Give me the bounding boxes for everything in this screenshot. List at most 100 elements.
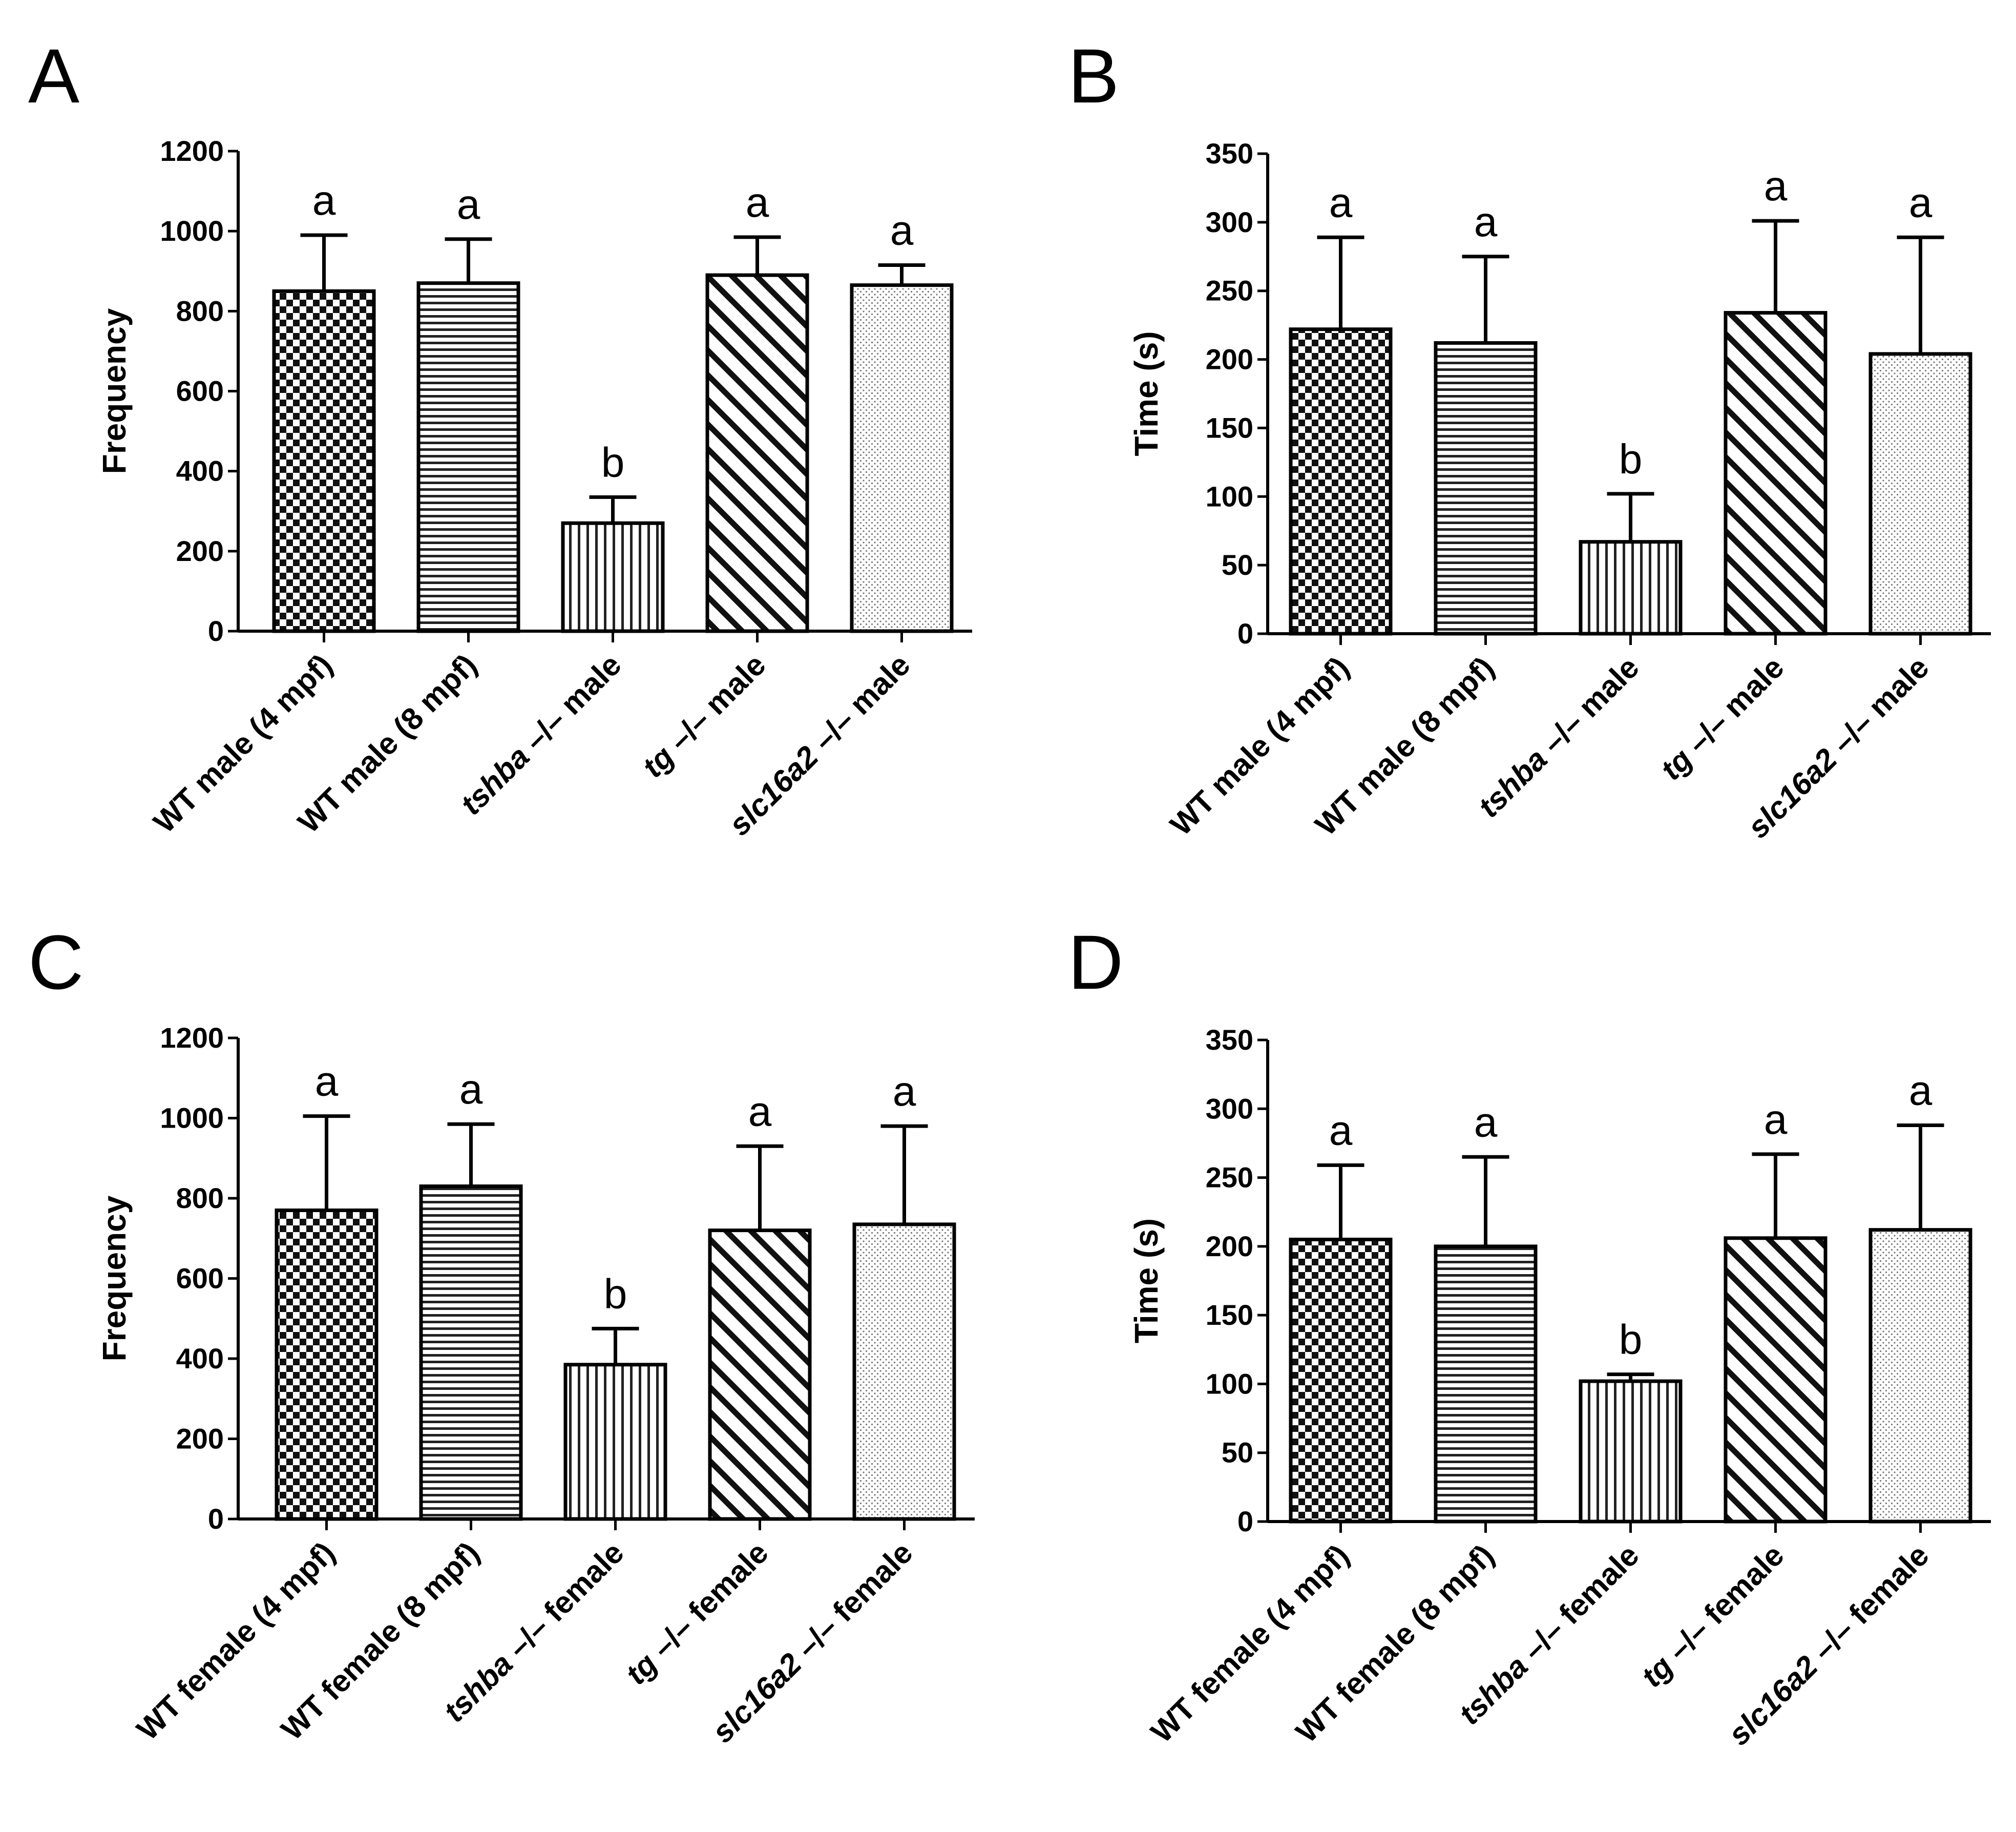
bar — [1868, 352, 1972, 636]
category-label-gene: slc16a2 — [705, 1647, 808, 1750]
significance-letter: a — [746, 179, 769, 226]
y-tick-label: 150 — [1206, 1299, 1253, 1331]
bar — [561, 521, 665, 633]
category-label-gene: slc16a2 — [1741, 742, 1844, 845]
bar — [1289, 327, 1393, 636]
category-label-suffix: –/– male — [512, 648, 628, 764]
significance-letter: a — [1909, 1068, 1933, 1114]
bar — [705, 273, 809, 633]
category-label: tg –/– female — [1634, 1538, 1790, 1694]
bar — [1724, 1236, 1828, 1524]
bar — [563, 1363, 667, 1521]
significance-letter: a — [315, 1058, 339, 1105]
category-label-suffix: –/– female — [784, 1535, 919, 1671]
y-tick-label: 300 — [1206, 206, 1253, 238]
significance-letter: b — [1619, 1317, 1643, 1363]
panel-letter: A — [28, 33, 79, 119]
bar — [708, 1229, 812, 1521]
y-tick-label: 350 — [1206, 137, 1253, 170]
y-axis-title: Time (s) — [1128, 1218, 1165, 1343]
y-tick-label: 300 — [1206, 1092, 1253, 1125]
y-axis-title: Time (s) — [1128, 331, 1165, 456]
y-tick-label: 100 — [1206, 1367, 1253, 1400]
y-tick-label: 600 — [176, 375, 224, 407]
y-tick-label: 0 — [1237, 617, 1253, 650]
bar — [1579, 1379, 1683, 1524]
bar — [1434, 341, 1538, 636]
y-tick-label: 0 — [208, 615, 224, 647]
y-tick-label: 1200 — [160, 135, 224, 167]
significance-letter: a — [1474, 1099, 1498, 1146]
category-label-suffix: –/– male — [656, 648, 772, 764]
category-label-suffix: –/– male — [1674, 650, 1791, 766]
y-tick-label: 150 — [1206, 411, 1253, 444]
y-tick-label: 100 — [1206, 480, 1253, 512]
y-tick-label: 600 — [176, 1262, 224, 1295]
significance-letter: a — [890, 207, 914, 254]
bar — [1868, 1228, 1972, 1524]
y-tick-label: 200 — [1206, 1230, 1253, 1262]
y-tick-label: 800 — [176, 295, 224, 327]
category-label-suffix: –/– female — [639, 1535, 774, 1671]
y-tick-label: 250 — [1206, 275, 1253, 307]
significance-letter: b — [1619, 436, 1643, 483]
category-label-suffix: –/– female — [1800, 1538, 1935, 1673]
y-tick-label: 200 — [1206, 343, 1253, 376]
y-tick-label: 350 — [1206, 1024, 1253, 1056]
category-label-suffix: –/– male — [801, 648, 917, 764]
y-tick-label: 1000 — [160, 215, 224, 247]
category-label-suffix: –/– male — [1529, 650, 1646, 766]
significance-letter: a — [1329, 179, 1353, 226]
significance-letter: a — [457, 181, 480, 228]
significance-letter: a — [1909, 179, 1933, 226]
bar — [275, 1208, 379, 1521]
bar — [272, 289, 376, 633]
panel-letter: B — [1068, 33, 1119, 119]
category-label-suffix: –/– male — [1819, 650, 1936, 766]
significance-letter: a — [1329, 1107, 1353, 1154]
y-axis-title: Frequency — [96, 308, 133, 474]
panel-letter: D — [1068, 919, 1123, 1005]
y-tick-label: 400 — [176, 455, 224, 487]
bar — [416, 281, 520, 633]
bar — [1289, 1237, 1393, 1524]
bar — [419, 1184, 523, 1521]
y-tick-label: 50 — [1222, 549, 1253, 581]
y-axis-title: Frequency — [96, 1195, 133, 1361]
y-tick-label: 200 — [176, 535, 224, 567]
significance-letter: a — [1764, 1096, 1788, 1143]
significance-letter: a — [748, 1088, 772, 1135]
significance-letter: b — [604, 1271, 627, 1317]
significance-letter: a — [893, 1068, 916, 1115]
bar — [1434, 1244, 1538, 1524]
y-tick-label: 250 — [1206, 1161, 1253, 1194]
significance-letter: a — [459, 1066, 483, 1113]
bar — [852, 1222, 956, 1521]
category-label: tg –/– male — [1654, 650, 1791, 787]
y-tick-label: 400 — [176, 1342, 224, 1375]
category-label: tg –/– female — [619, 1535, 774, 1691]
category-label: tg –/– male — [636, 648, 772, 784]
y-tick-label: 800 — [176, 1182, 224, 1214]
category-label-suffix: –/– female — [1510, 1538, 1645, 1673]
y-tick-label: 200 — [176, 1423, 224, 1455]
panel-letter: C — [28, 919, 83, 1005]
bar — [1724, 311, 1828, 636]
bar — [850, 283, 954, 633]
y-tick-label: 0 — [1237, 1505, 1253, 1537]
y-tick-label: 0 — [208, 1503, 224, 1535]
bar — [1579, 540, 1683, 636]
significance-letter: a — [312, 177, 336, 224]
category-label-suffix: –/– female — [495, 1535, 630, 1671]
category-label-gene: slc16a2 — [1721, 1649, 1824, 1752]
significance-letter: b — [601, 439, 625, 486]
category-label-gene: slc16a2 — [722, 739, 825, 842]
significance-letter: a — [1474, 199, 1498, 245]
significance-letter: a — [1764, 163, 1788, 210]
y-tick-label: 1200 — [160, 1022, 224, 1054]
